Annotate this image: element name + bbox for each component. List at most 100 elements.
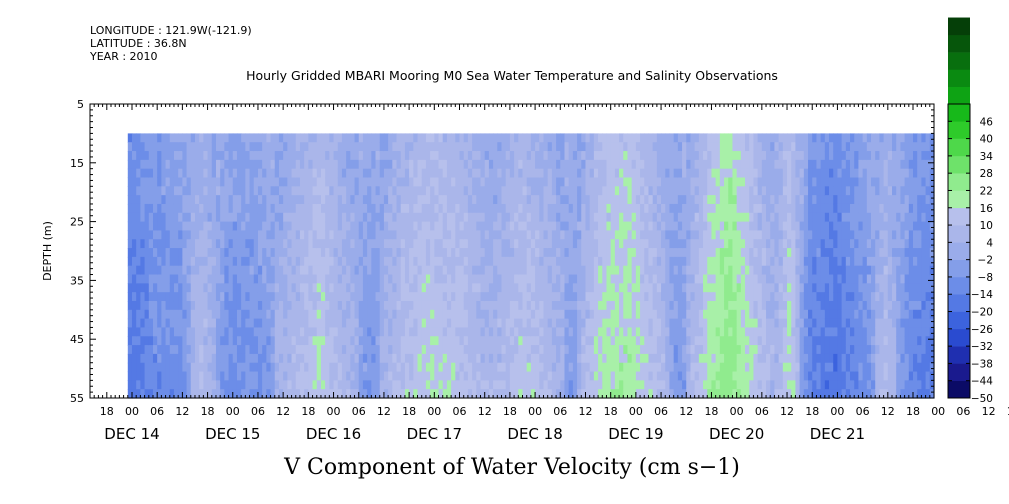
heatmap-cell: [388, 142, 393, 152]
heatmap-cell: [236, 221, 242, 232]
heatmap-cell: [530, 265, 536, 276]
heatmap-cell: [472, 283, 477, 293]
heatmap-cell: [371, 256, 377, 267]
heatmap-cell: [535, 186, 540, 196]
heatmap-cell: [136, 177, 141, 187]
heatmap-cell: [127, 336, 133, 346]
heatmap-cell: [220, 336, 225, 346]
heatmap-cell: [623, 168, 629, 179]
heatmap-cell: [661, 221, 666, 232]
heatmap-cell: [644, 292, 650, 302]
heatmap-cell: [682, 239, 687, 249]
heatmap-cell: [505, 283, 511, 293]
heatmap-cell: [648, 300, 654, 311]
heatmap-cell: [299, 336, 305, 346]
heatmap-cell: [757, 327, 763, 337]
heatmap-cell: [131, 345, 137, 355]
heatmap-cell: [472, 389, 477, 399]
heatmap-cell: [652, 195, 658, 205]
heatmap-cell: [543, 151, 549, 161]
heatmap-cell: [425, 142, 431, 152]
heatmap-cell: [467, 362, 473, 373]
heatmap-cell: [543, 142, 549, 152]
heatmap-cell: [278, 371, 284, 381]
heatmap-cell: [215, 318, 221, 329]
heatmap-cell: [648, 212, 654, 223]
heatmap-cell: [791, 133, 797, 143]
heatmap-cell: [333, 380, 339, 390]
heatmap-cell: [602, 142, 608, 152]
heatmap-cell: [619, 159, 624, 170]
heatmap-cell: [535, 256, 540, 267]
heatmap-cell: [446, 159, 452, 170]
heatmap-cell: [530, 327, 536, 337]
heatmap-cell: [820, 336, 826, 346]
heatmap-cell: [514, 177, 519, 187]
heatmap-cell: [665, 300, 671, 311]
heatmap-cell: [782, 274, 788, 284]
heatmap-cell: [766, 274, 771, 284]
heatmap-cell: [673, 353, 679, 364]
heatmap-cell: [564, 345, 570, 355]
heatmap-cell: [283, 292, 288, 302]
heatmap-cell: [333, 389, 339, 399]
heatmap-cell: [346, 256, 351, 267]
heatmap-cell: [400, 292, 406, 302]
heatmap-cell: [472, 239, 477, 249]
heatmap-cell: [194, 380, 200, 390]
heatmap-cell: [782, 265, 788, 276]
heatmap-cell: [320, 327, 326, 337]
heatmap-cell: [694, 309, 700, 320]
heatmap-cell: [455, 177, 461, 187]
heatmap-cell: [459, 195, 465, 205]
heatmap-cell: [661, 248, 666, 258]
heatmap-cell: [392, 186, 398, 196]
heatmap-cell: [379, 212, 385, 223]
heatmap-cell: [140, 230, 146, 240]
heatmap-cell: [291, 151, 297, 161]
heatmap-cell: [719, 371, 725, 381]
heatmap-cell: [564, 177, 570, 187]
heatmap-cell: [396, 239, 402, 249]
heatmap-cell: [186, 195, 192, 205]
heatmap-cell: [627, 195, 633, 205]
heatmap-cell: [505, 327, 511, 337]
heatmap-cell: [186, 203, 192, 214]
heatmap-cell: [472, 327, 477, 337]
heatmap-cell: [505, 292, 511, 302]
heatmap-cell: [816, 248, 822, 258]
heatmap-cell: [593, 318, 599, 329]
heatmap-cell: [812, 248, 818, 258]
heatmap-cell: [215, 274, 221, 284]
heatmap-cell: [673, 212, 679, 223]
heatmap-cell: [379, 283, 385, 293]
heatmap-cell: [631, 203, 637, 214]
heatmap-cell: [140, 309, 146, 320]
heatmap-cell: [266, 309, 272, 320]
heatmap-cell: [438, 248, 444, 258]
heatmap-cell: [434, 212, 440, 223]
heatmap-cell: [157, 212, 162, 223]
heatmap-cell: [635, 195, 641, 205]
heatmap-cell: [383, 309, 389, 320]
heatmap-cell: [362, 283, 368, 293]
heatmap-cell: [354, 345, 360, 355]
heatmap-cell: [757, 212, 763, 223]
heatmap-cell: [736, 203, 742, 214]
heatmap-cell: [425, 133, 431, 143]
heatmap-cell: [178, 318, 183, 329]
heatmap-cell: [493, 239, 498, 249]
heatmap-cell: [430, 300, 435, 311]
heatmap-cell: [220, 195, 225, 205]
heatmap-cell: [707, 336, 713, 346]
heatmap-cell: [409, 203, 414, 214]
heatmap-cell: [530, 389, 536, 399]
heatmap-cell: [577, 274, 582, 284]
heatmap-cell: [257, 362, 263, 373]
heatmap-cell: [190, 309, 196, 320]
heatmap-cell: [816, 380, 822, 390]
heatmap-cell: [467, 327, 473, 337]
heatmap-cell: [766, 151, 771, 161]
heatmap-cell: [627, 389, 633, 399]
heatmap-cell: [178, 248, 183, 258]
